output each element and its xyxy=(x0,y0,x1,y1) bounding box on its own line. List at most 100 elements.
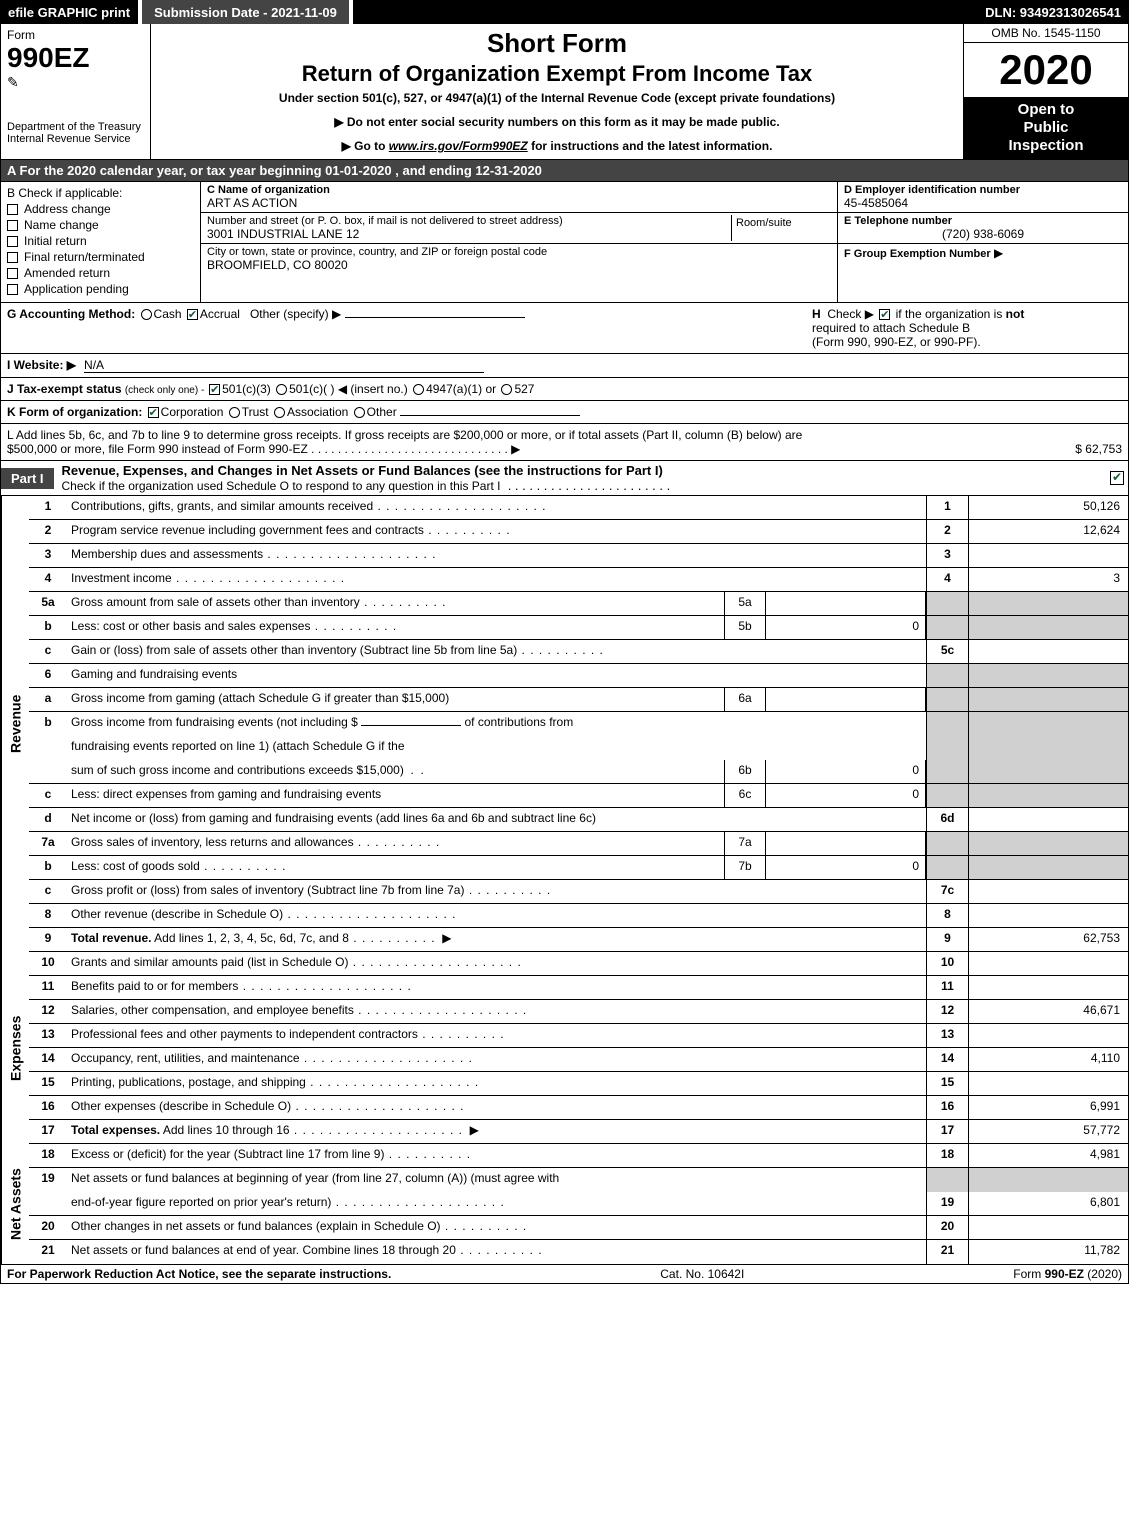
submission-date: Submission Date - 2021-11-09 xyxy=(138,0,353,24)
h-line3: (Form 990, 990-EZ, or 990-PF). xyxy=(812,335,981,349)
section-g: G Accounting Method: Cash Accrual Other … xyxy=(7,307,804,321)
arrow-right-icon: ▶ xyxy=(994,246,1003,260)
ein-label: D Employer identification number xyxy=(844,184,1122,196)
line-18-amount: 4,981 xyxy=(968,1144,1128,1167)
header-left: Form 990EZ ✎ Department of the Treasury … xyxy=(1,24,151,159)
h-not: not xyxy=(1006,307,1025,321)
section-j: J Tax-exempt status (check only one) - 5… xyxy=(0,378,1129,401)
group-exemption-label: F Group Exemption Number xyxy=(844,248,991,260)
line-14-amount: 4,110 xyxy=(968,1048,1128,1071)
footer-form-ref: Form 990-EZ (2020) xyxy=(1013,1267,1122,1281)
checkbox-corporation[interactable] xyxy=(148,407,159,418)
section-b: B Check if applicable: Address change Na… xyxy=(1,182,201,302)
radio-501c[interactable] xyxy=(276,384,287,395)
checkbox-icon xyxy=(7,204,18,215)
website-value: N/A xyxy=(84,358,484,373)
form-word: Form xyxy=(7,28,144,42)
radio-cash[interactable] xyxy=(141,309,152,320)
radio-association[interactable] xyxy=(274,407,285,418)
line-7b: b Less: cost of goods sold 7b 0 xyxy=(29,856,1128,880)
line-13: 13 Professional fees and other payments … xyxy=(29,1024,1128,1048)
footer-left: For Paperwork Reduction Act Notice, see … xyxy=(7,1267,391,1281)
line-18: 18 Excess or (deficit) for the year (Sub… xyxy=(29,1144,1128,1168)
efile-graphic-print[interactable]: efile GRAPHIC print xyxy=(0,0,138,24)
header-center: Short Form Return of Organization Exempt… xyxy=(151,24,963,159)
g-other-input[interactable] xyxy=(345,317,525,318)
line-20-amount xyxy=(968,1216,1128,1239)
g-other-label: Other (specify) ▶ xyxy=(250,307,341,321)
phone-cell: E Telephone number (720) 938-6069 xyxy=(838,213,1128,244)
checkbox-address-change[interactable]: Address change xyxy=(7,202,194,216)
line-13-amount xyxy=(968,1024,1128,1047)
line-6b-1: b Gross income from fundraising events (… xyxy=(29,712,1128,736)
label-address: Number and street (or P. O. box, if mail… xyxy=(207,215,731,227)
line-7a-value xyxy=(766,832,926,855)
line-19b: end-of-year figure reported on prior yea… xyxy=(29,1192,1128,1216)
line-6c-value: 0 xyxy=(766,784,926,807)
k-other-input[interactable] xyxy=(400,415,580,416)
radio-4947[interactable] xyxy=(413,384,424,395)
line-16-amount: 6,991 xyxy=(968,1096,1128,1119)
part1-bar: Part I Revenue, Expenses, and Changes in… xyxy=(0,461,1129,496)
checkbox-initial-return[interactable]: Initial return xyxy=(7,234,194,248)
goto-post: for instructions and the latest informat… xyxy=(528,139,773,153)
line-15-amount xyxy=(968,1072,1128,1095)
label-city: City or town, state or province, country… xyxy=(207,246,831,258)
section-c: C Name of organization ART AS ACTION Num… xyxy=(201,182,838,302)
radio-other[interactable] xyxy=(354,407,365,418)
radio-trust[interactable] xyxy=(229,407,240,418)
line-19-amount: 6,801 xyxy=(968,1192,1128,1215)
line-3: 3 Membership dues and assessments 3 xyxy=(29,544,1128,568)
section-gh: G Accounting Method: Cash Accrual Other … xyxy=(0,303,1129,354)
fundraising-amount-input[interactable] xyxy=(361,725,461,726)
checkbox-name-change[interactable]: Name change xyxy=(7,218,194,232)
line-6d: d Net income or (loss) from gaming and f… xyxy=(29,808,1128,832)
form-header: Form 990EZ ✎ Department of the Treasury … xyxy=(0,24,1129,160)
h-text2: if the organization is xyxy=(896,307,1006,321)
checkbox-final-return[interactable]: Final return/terminated xyxy=(7,250,194,264)
checkbox-h[interactable] xyxy=(879,309,890,320)
line-7c: c Gross profit or (loss) from sales of i… xyxy=(29,880,1128,904)
phone-label: E Telephone number xyxy=(844,215,1122,227)
line-17: 17 Total expenses. Add lines 10 through … xyxy=(29,1120,1128,1144)
line-10: 10 Grants and similar amounts paid (list… xyxy=(29,952,1128,976)
line-8-amount xyxy=(968,904,1128,927)
l-amount: $ 62,753 xyxy=(1075,442,1122,456)
line-5a: 5a Gross amount from sale of assets othe… xyxy=(29,592,1128,616)
h-label: H xyxy=(812,307,821,321)
checkbox-icon xyxy=(7,236,18,247)
org-name: ART AS ACTION xyxy=(207,196,831,210)
j-sub: (check only one) - xyxy=(125,385,207,396)
label-c: C Name of organization xyxy=(207,184,330,196)
checkbox-amended-return[interactable]: Amended return xyxy=(7,266,194,280)
line-6b-3: sum of such gross income and contributio… xyxy=(29,760,1128,784)
radio-527[interactable] xyxy=(501,384,512,395)
line-10-amount xyxy=(968,952,1128,975)
goto-pre: ▶ Go to xyxy=(342,139,389,153)
line-14: 14 Occupancy, rent, utilities, and maint… xyxy=(29,1048,1128,1072)
line-21-amount: 11,782 xyxy=(968,1240,1128,1264)
expenses-table: Expenses 10 Grants and similar amounts p… xyxy=(0,952,1129,1144)
revenue-table: Revenue 1 Contributions, gifts, grants, … xyxy=(0,496,1129,952)
part1-schedule-o-checkbox[interactable] xyxy=(1110,471,1124,485)
line-6b-2: fundraising events reported on line 1) (… xyxy=(29,736,1128,760)
line-11: 11 Benefits paid to or for members 11 xyxy=(29,976,1128,1000)
line-5a-value xyxy=(766,592,926,615)
ssn-warning: ▶ Do not enter social security numbers o… xyxy=(159,115,955,129)
checkbox-application-pending[interactable]: Application pending xyxy=(7,282,194,296)
line-6a-value xyxy=(766,688,926,711)
radio-accrual[interactable] xyxy=(187,309,198,320)
irs-link[interactable]: www.irs.gov/Form990EZ xyxy=(389,139,528,153)
line-12: 12 Salaries, other compensation, and emp… xyxy=(29,1000,1128,1024)
line-12-amount: 46,671 xyxy=(968,1000,1128,1023)
line-6: 6 Gaming and fundraising events xyxy=(29,664,1128,688)
org-city: BROOMFIELD, CO 80020 xyxy=(207,258,831,272)
omb-number: OMB No. 1545-1150 xyxy=(964,24,1128,43)
under-section-text: Under section 501(c), 527, or 4947(a)(1)… xyxy=(159,91,955,105)
line-2-amount: 12,624 xyxy=(968,520,1128,543)
h-text1: Check ▶ xyxy=(827,307,874,321)
k-label: K Form of organization: xyxy=(7,405,142,419)
checkbox-501c3[interactable] xyxy=(209,384,220,395)
line-7a: 7a Gross sales of inventory, less return… xyxy=(29,832,1128,856)
section-i: I Website: ▶ N/A xyxy=(0,354,1129,378)
